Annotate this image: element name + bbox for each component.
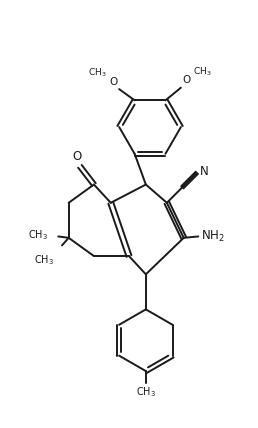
Text: CH$_3$: CH$_3$ [34,253,54,267]
Text: NH$_2$: NH$_2$ [201,229,225,244]
Text: CH$_3$: CH$_3$ [136,386,156,399]
Text: CH$_3$: CH$_3$ [28,228,49,242]
Text: N: N [200,165,208,178]
Text: O: O [183,75,191,86]
Text: O: O [109,77,117,87]
Text: CH$_3$: CH$_3$ [193,65,211,78]
Text: CH$_3$: CH$_3$ [88,67,107,79]
Text: O: O [72,150,81,163]
